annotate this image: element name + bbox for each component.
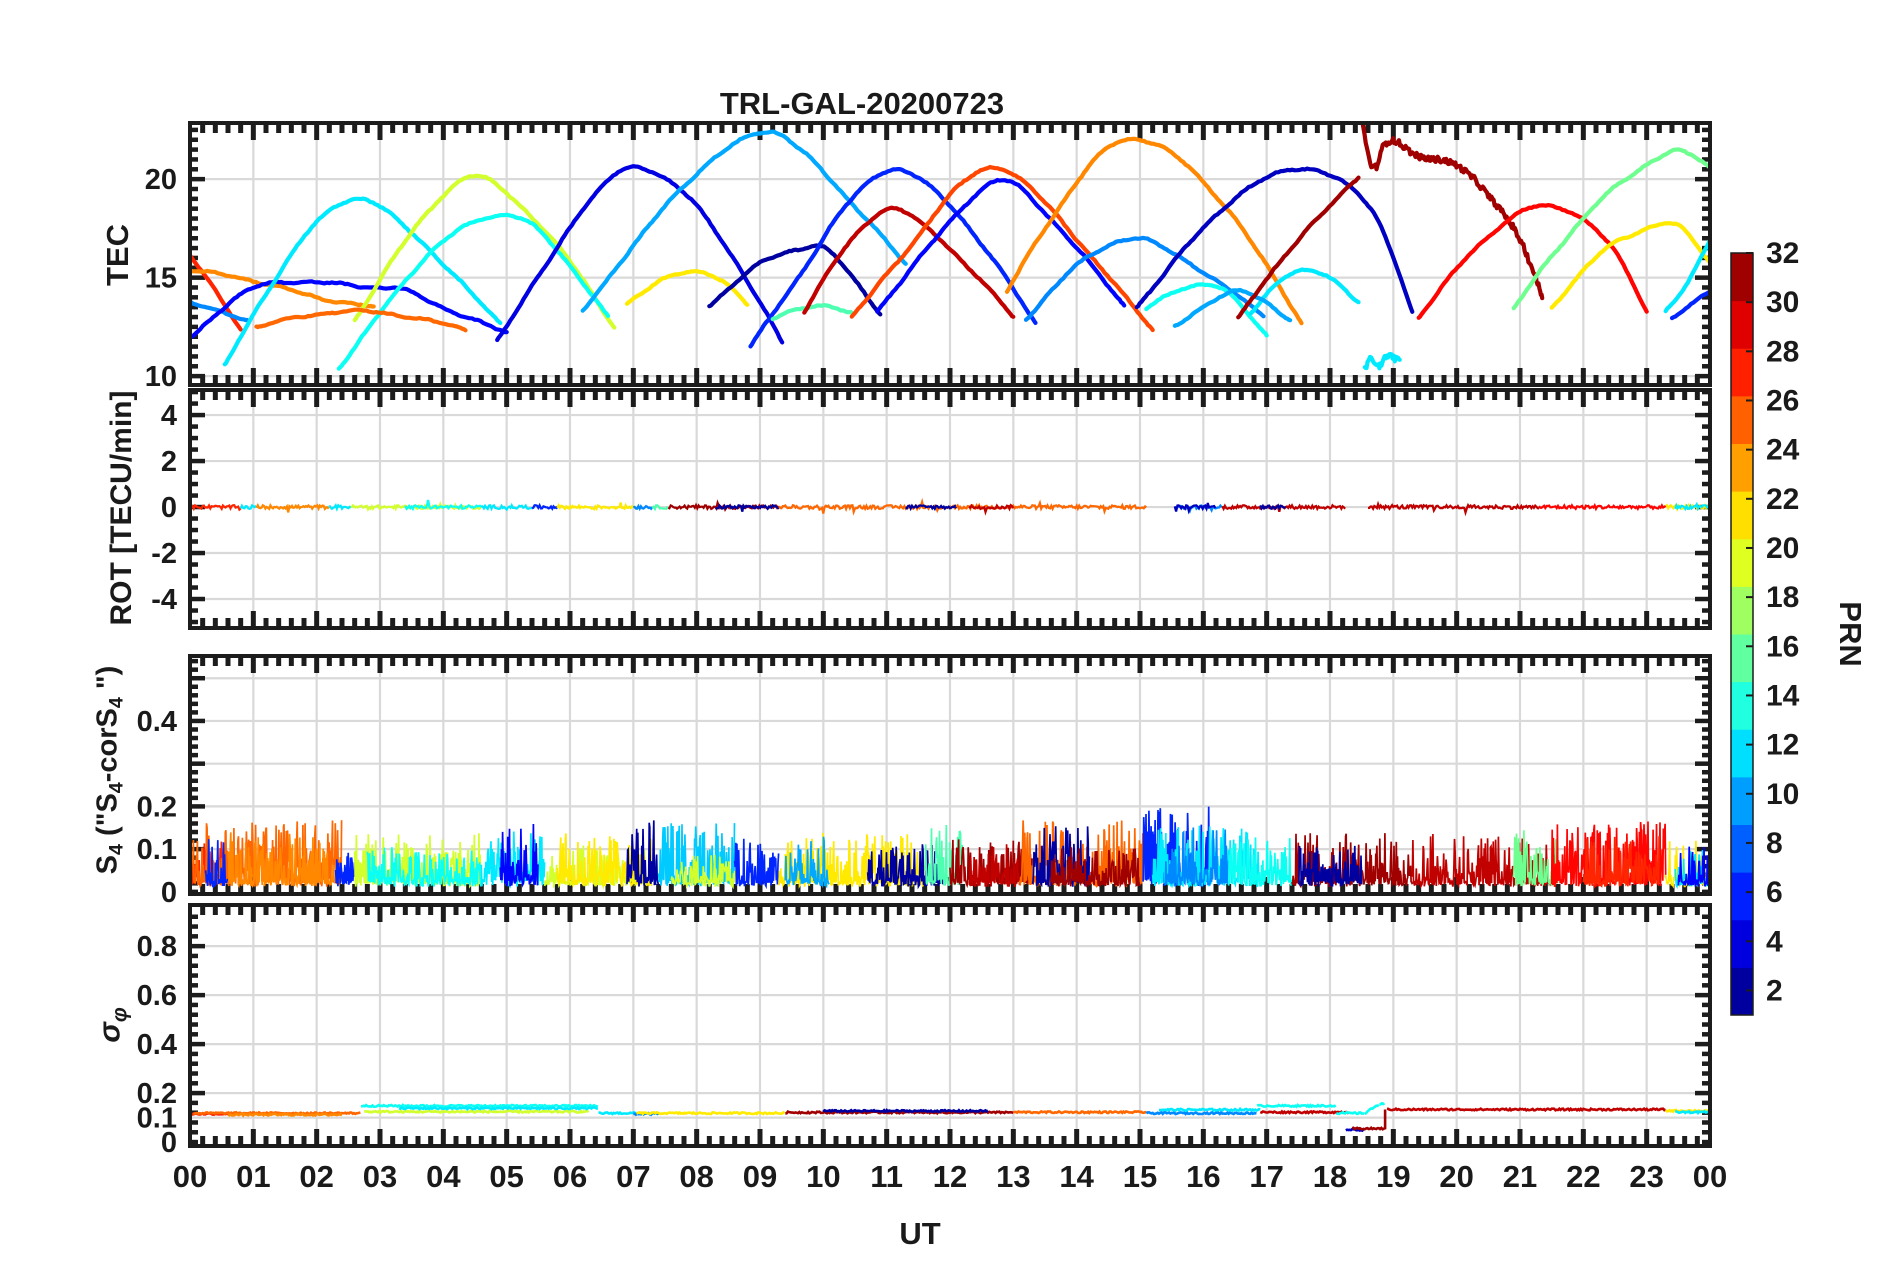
svg-text:2: 2 (161, 446, 177, 478)
s4-series (192, 806, 1708, 890)
svg-text:0.4: 0.4 (137, 706, 177, 738)
x-axis-label: UT (899, 1216, 941, 1251)
svg-text:0.6: 0.6 (137, 980, 177, 1012)
svg-text:09: 09 (743, 1159, 777, 1194)
y-axis-label-sigma-phi: σφ (91, 1007, 132, 1043)
svg-text:11: 11 (870, 1159, 903, 1194)
svg-text:22: 22 (1566, 1159, 1600, 1194)
svg-text:0: 0 (161, 492, 177, 524)
colorbar-title: PRN (1833, 601, 1868, 666)
svg-text:13: 13 (996, 1159, 1030, 1194)
grid-lines (190, 905, 1710, 1146)
svg-text:2: 2 (1766, 974, 1783, 1007)
svg-text:22: 22 (1766, 483, 1799, 516)
svg-text:17: 17 (1249, 1159, 1283, 1194)
svg-text:20: 20 (145, 164, 177, 196)
svg-text:10: 10 (806, 1159, 840, 1194)
svg-text:15: 15 (1123, 1159, 1157, 1194)
chart-title: TRL-GAL-20200723 (719, 86, 1005, 121)
tick-comb (190, 389, 1710, 628)
svg-text:4: 4 (161, 400, 177, 432)
rot-panel (188, 388, 1712, 630)
svg-text:10: 10 (145, 361, 177, 393)
svg-text:-2: -2 (151, 538, 177, 570)
y-axis-label-rot: ROT [TECU/min] (105, 390, 138, 626)
y-axis-label-s4: S4 ("S4-corS4 ") (91, 665, 128, 875)
panel-border (188, 654, 1712, 896)
svg-text:0: 0 (161, 1127, 177, 1159)
svg-text:0.1: 0.1 (137, 834, 177, 866)
panel-border (188, 903, 1712, 1148)
sigma-phi-series (192, 1101, 1708, 1133)
svg-text:19: 19 (1376, 1159, 1410, 1194)
svg-text:05: 05 (489, 1159, 523, 1194)
svg-text:04: 04 (426, 1159, 461, 1194)
grid-lines (190, 123, 1710, 385)
svg-text:20: 20 (1439, 1159, 1473, 1194)
svg-text:0.1: 0.1 (137, 1103, 177, 1135)
svg-text:30: 30 (1766, 286, 1799, 319)
svg-text:12: 12 (933, 1159, 967, 1194)
panel-border (188, 121, 1712, 387)
svg-text:01: 01 (236, 1159, 270, 1194)
sigma-phi-panel (188, 903, 1712, 1148)
svg-text:-4: -4 (151, 584, 177, 616)
y-axis-label-tec: TEC (100, 224, 135, 286)
svg-text:16: 16 (1766, 630, 1799, 663)
svg-text:10: 10 (1766, 778, 1799, 811)
svg-text:08: 08 (679, 1159, 713, 1194)
svg-text:14: 14 (1059, 1159, 1094, 1194)
svg-text:0: 0 (161, 877, 177, 909)
x-tick-labels: 00 01 02 03 04 05 06 07 08 09 10 11 12 13 14 15 16 17 18 19… (173, 1159, 1727, 1194)
svg-text:07: 07 (616, 1159, 650, 1194)
svg-text:0.2: 0.2 (137, 1078, 177, 1110)
svg-text:18: 18 (1766, 581, 1799, 614)
svg-text:21: 21 (1503, 1159, 1537, 1194)
svg-text:26: 26 (1766, 384, 1799, 417)
svg-text:4: 4 (1766, 925, 1783, 958)
svg-text:0.8: 0.8 (137, 931, 177, 963)
tec-panel (188, 121, 1712, 387)
svg-text:6: 6 (1766, 876, 1783, 909)
svg-text:00: 00 (173, 1159, 207, 1194)
svg-text:00: 00 (1693, 1159, 1727, 1194)
svg-text:14: 14 (1766, 679, 1800, 712)
svg-text:28: 28 (1766, 335, 1799, 368)
svg-text:24: 24 (1766, 434, 1800, 467)
svg-text:8: 8 (1766, 827, 1783, 860)
s4-panel (188, 654, 1712, 896)
svg-text:18: 18 (1313, 1159, 1347, 1194)
svg-text:32: 32 (1766, 237, 1799, 270)
svg-text:0.2: 0.2 (137, 791, 177, 823)
svg-text:06: 06 (553, 1159, 587, 1194)
svg-text:12: 12 (1766, 729, 1799, 762)
panel-border (188, 388, 1712, 630)
rot-series (192, 497, 1708, 517)
svg-text:03: 03 (363, 1159, 397, 1194)
svg-text:15: 15 (145, 263, 177, 295)
svg-text:23: 23 (1629, 1159, 1663, 1194)
svg-text:20: 20 (1766, 532, 1799, 565)
svg-text:16: 16 (1186, 1159, 1220, 1194)
svg-text:02: 02 (299, 1159, 333, 1194)
tec-series (192, 125, 1708, 371)
svg-text:0.4: 0.4 (137, 1029, 177, 1061)
